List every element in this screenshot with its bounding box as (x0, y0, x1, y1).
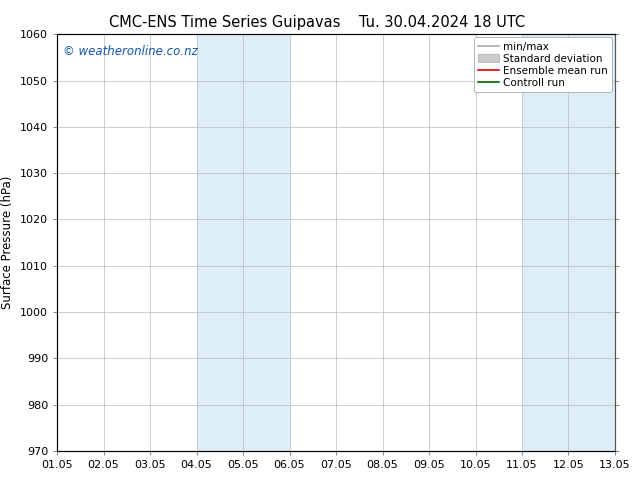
Text: © weatheronline.co.nz: © weatheronline.co.nz (63, 45, 197, 58)
Bar (522, 34, 615, 451)
Y-axis label: Surface Pressure (hPa): Surface Pressure (hPa) (1, 176, 15, 309)
Legend: min/max, Standard deviation, Ensemble mean run, Controll run: min/max, Standard deviation, Ensemble me… (474, 37, 612, 92)
Bar (197, 34, 290, 451)
Text: CMC-ENS Time Series Guipavas    Tu. 30.04.2024 18 UTC: CMC-ENS Time Series Guipavas Tu. 30.04.2… (109, 15, 525, 30)
